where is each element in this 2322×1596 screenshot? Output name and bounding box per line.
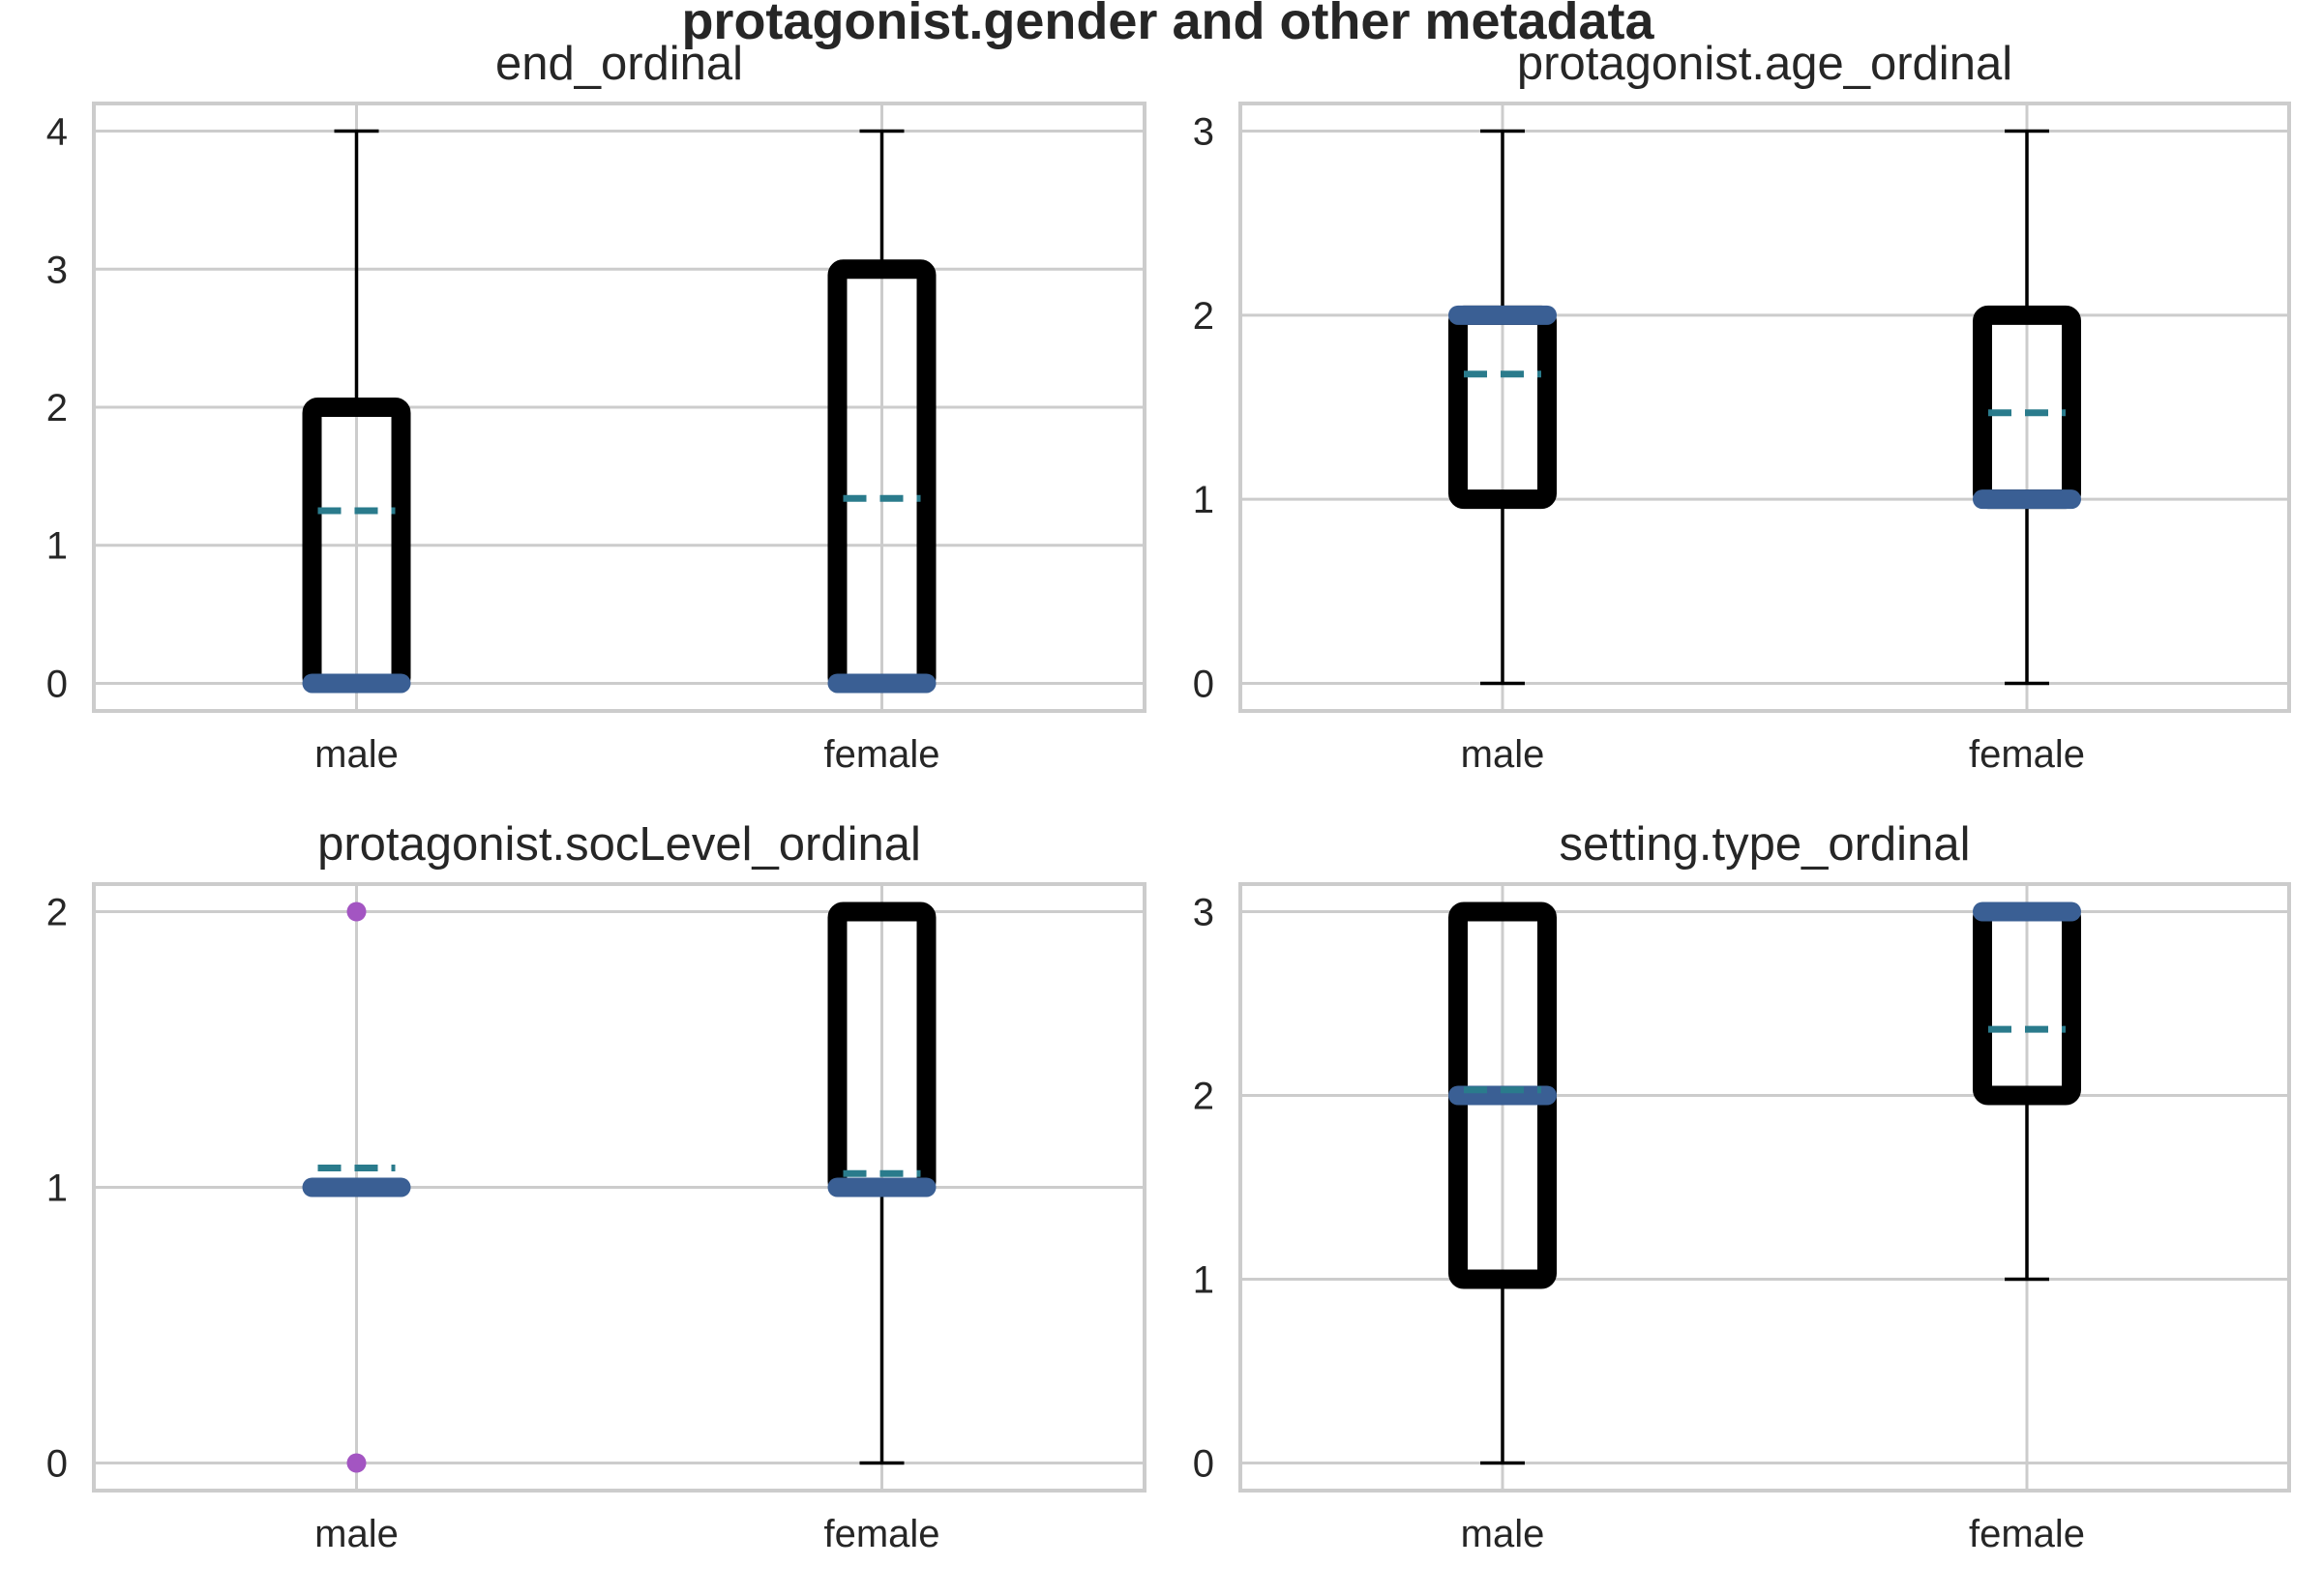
box-male [1448,901,1557,1465]
y-tick-label: 0 [46,663,68,705]
axes-frame [92,882,1146,1493]
subplot-4: 0 1 2 3 male female setting.type_ordinal [1193,818,2291,1555]
x-tick-label: female [823,1513,939,1555]
y-tick-label: 1 [46,1167,68,1210]
axes-frame [1238,102,2291,713]
panels: 0 1 2 3 4 male female end_ordinal 0 1 2 3 male female… [46,38,2291,1555]
box-male [302,129,411,694]
y-tick-label: 3 [1193,892,1214,934]
y-tick-label: 1 [1193,1259,1214,1302]
x-tick-label: female [823,733,939,776]
y-tick-label: 2 [1193,295,1214,338]
y-tick-label: 1 [46,525,68,568]
y-tick-label: 0 [1193,1443,1214,1486]
y-tick-label: 1 [1193,479,1214,521]
box-male [302,901,411,1473]
subplot-1: 0 1 2 3 4 male female end_ordinal [46,38,1146,776]
subplot-title: protagonist.socLevel_ordinal [317,818,921,871]
x-tick-label: male [1461,733,1545,776]
y-tick-label: 2 [1193,1076,1214,1118]
y-tick-label: 4 [46,111,68,154]
x-tick-label: male [1461,1513,1545,1555]
subplot-3: 0 1 2 male female protagonist.socLevel_ordina… [46,818,1146,1555]
x-tick-label: female [1969,1513,2085,1555]
y-tick-label: 0 [1193,663,1214,705]
y-tick-label: 3 [46,249,68,291]
y-tick-label: 3 [1193,111,1214,154]
box-female [1973,129,2081,686]
y-tick-label: 2 [46,387,68,429]
y-tick-label: 0 [46,1443,68,1486]
y-tick-label: 2 [46,892,68,934]
subplot-title: protagonist.age_ordinal [1517,38,2012,90]
figure-title: protagonist.gender and other metadata [681,0,1654,50]
axes-frame [92,102,1146,713]
box-male [1448,129,1557,686]
x-tick-label: female [1969,733,2085,776]
subplot-2: 0 1 2 3 male female protagonist.age_ordinal [1193,38,2291,776]
outlier-point [346,901,367,922]
box-female [827,129,937,694]
box-female [1973,901,2081,1282]
subplot-title: setting.type_ordinal [1560,818,1971,871]
x-tick-label: male [314,733,399,776]
outlier-point [346,1453,367,1473]
subplot-title: end_ordinal [495,38,743,90]
box-female [827,901,937,1465]
axes-frame [1238,882,2291,1493]
x-tick-label: male [314,1513,399,1555]
